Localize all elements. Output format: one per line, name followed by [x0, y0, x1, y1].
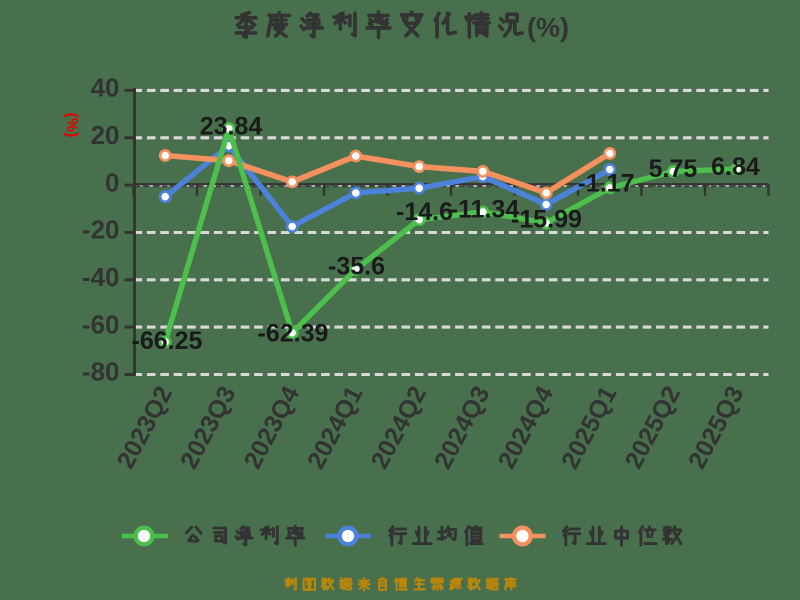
svg-text:-20: -20	[82, 215, 120, 245]
svg-text:-66.25: -66.25	[132, 327, 203, 355]
svg-text:-80: -80	[82, 357, 120, 387]
svg-text:-11.34: -11.34	[450, 196, 520, 224]
svg-text:40: 40	[91, 73, 120, 103]
svg-text:5.75: 5.75	[649, 155, 698, 183]
svg-text:-60: -60	[82, 309, 120, 339]
svg-text:(%): (%)	[527, 13, 569, 43]
svg-text:20: 20	[91, 120, 120, 150]
svg-text:(%): (%)	[63, 113, 80, 138]
svg-text:-15.99: -15.99	[511, 206, 582, 234]
svg-text:23.84: 23.84	[200, 113, 263, 141]
svg-text:-62.39: -62.39	[258, 320, 329, 348]
svg-text:-40: -40	[82, 262, 120, 292]
svg-text:-1.17: -1.17	[578, 170, 635, 198]
svg-text:-14.6: -14.6	[396, 198, 453, 226]
svg-text:6.84: 6.84	[711, 153, 760, 181]
svg-text:0: 0	[105, 167, 119, 197]
svg-text:-35.6: -35.6	[328, 253, 385, 281]
